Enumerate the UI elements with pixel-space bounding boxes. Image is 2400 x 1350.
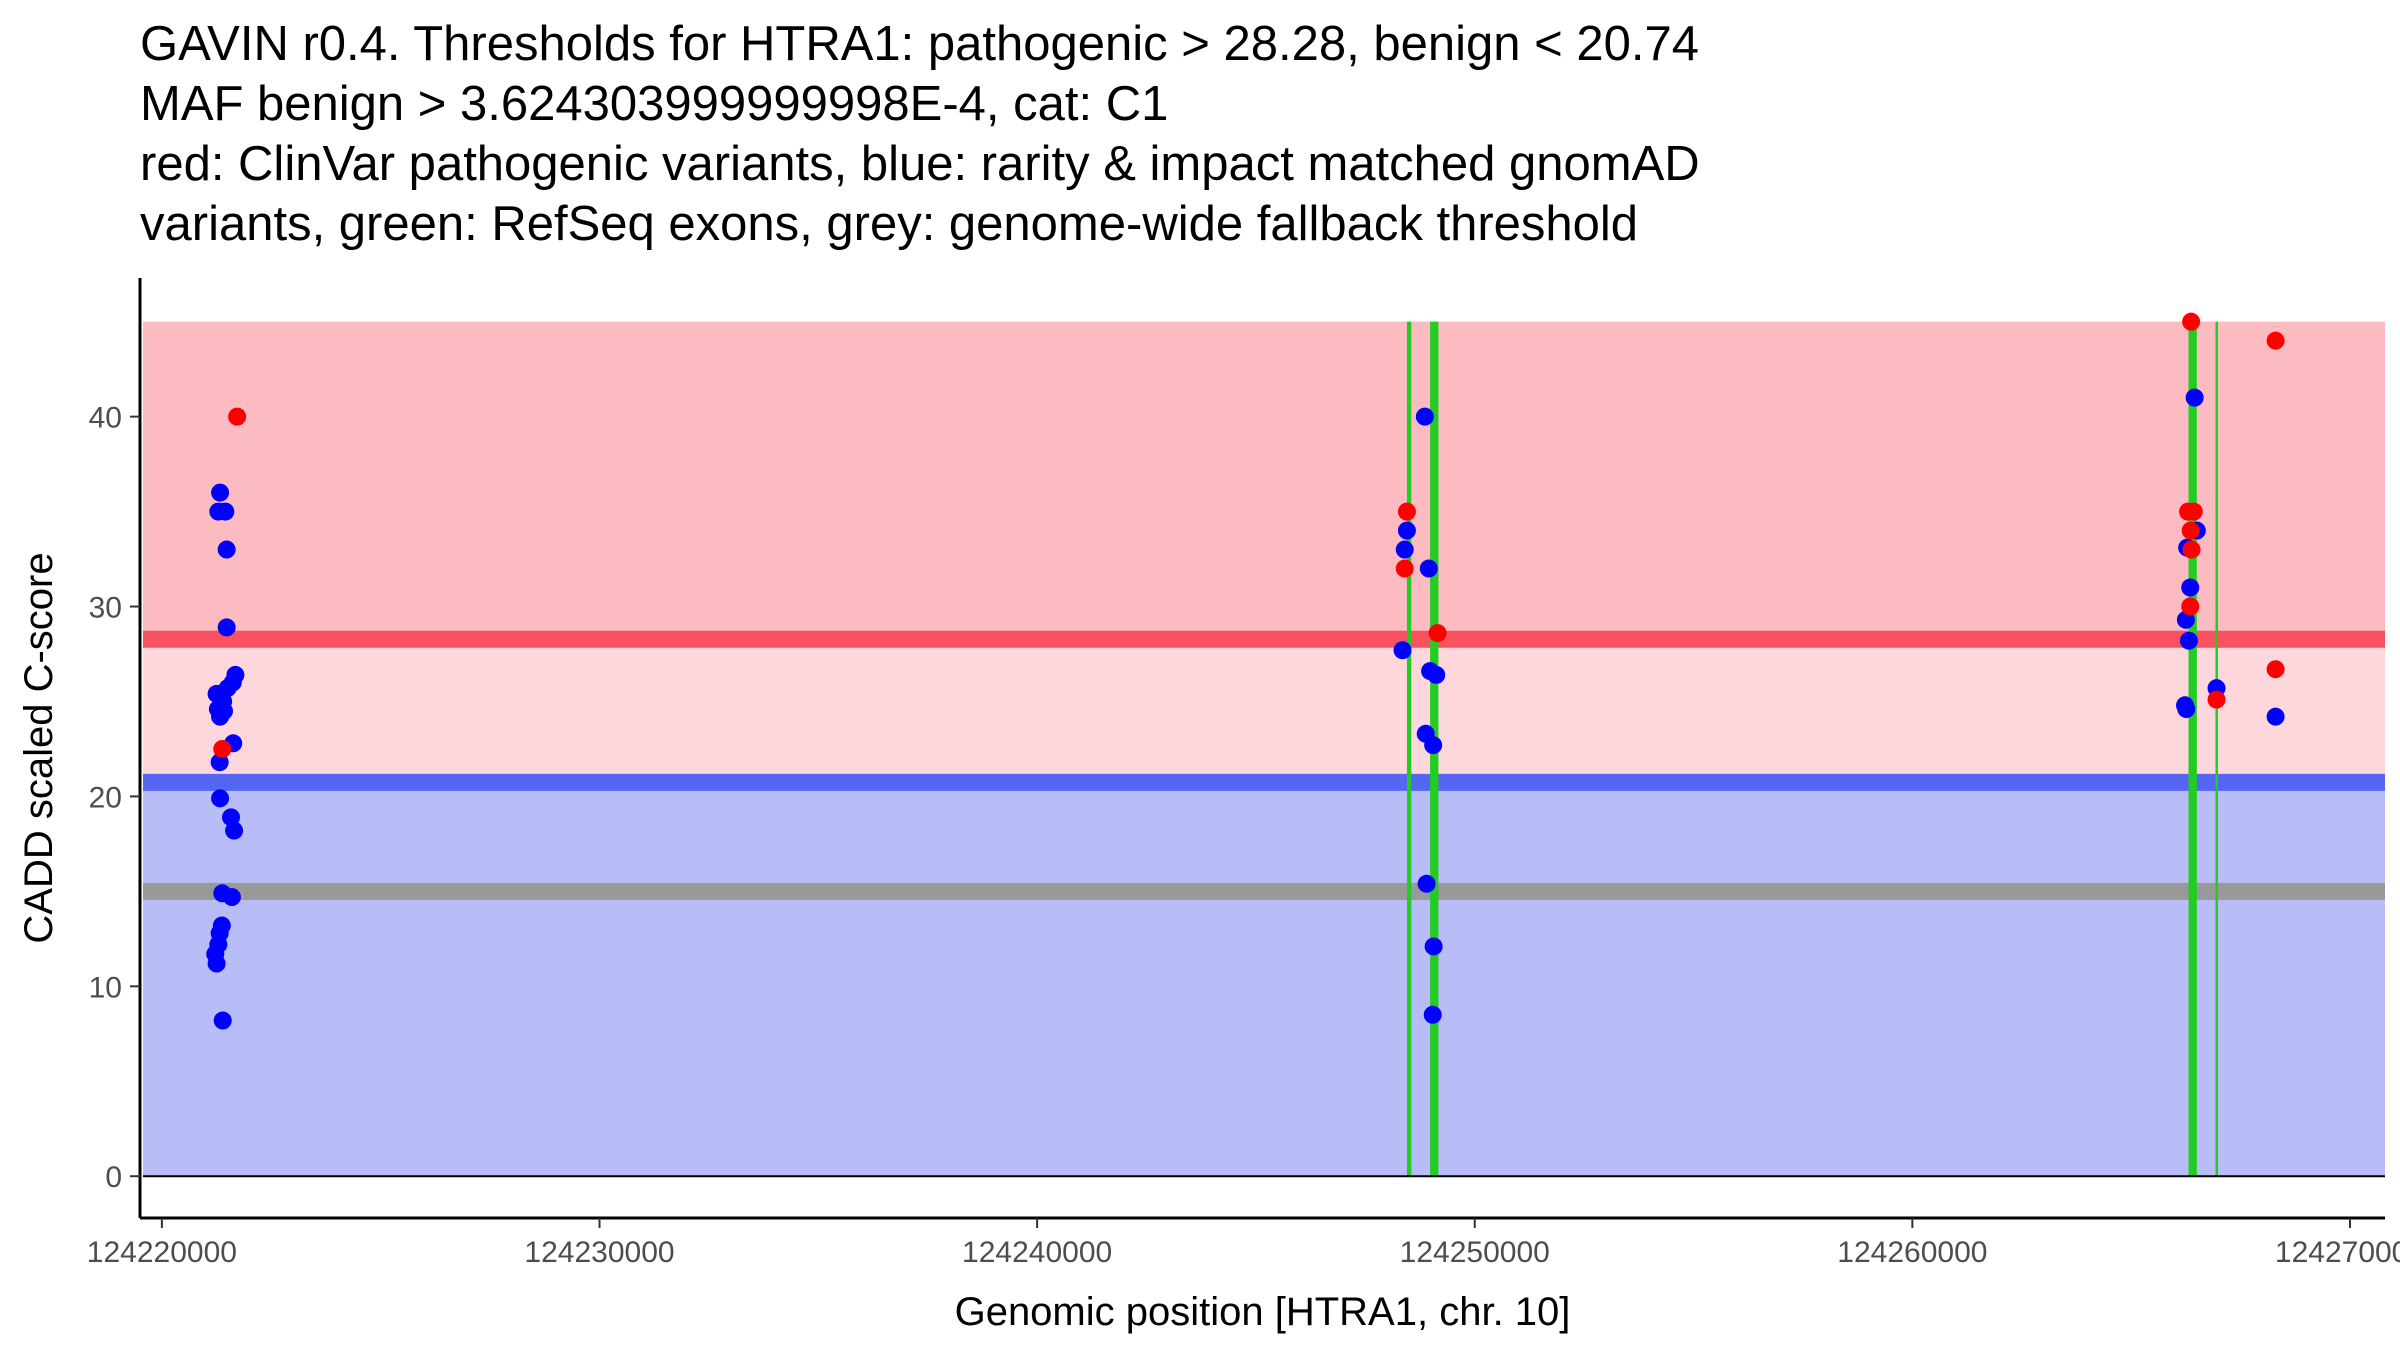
uncertain-region [143,639,2385,783]
y-tick-label: 10 [89,971,122,1004]
data-point [1395,559,1414,578]
data-point [2181,578,2200,597]
y-tick-label: 40 [89,402,122,435]
data-point [1395,540,1414,559]
series-clinvar-pathogenic-variants [213,312,2285,758]
data-point [2182,540,2201,559]
threshold-bands [143,321,2385,1177]
y-tick-label: 0 [105,1161,122,1194]
chart-title: GAVIN r0.4. Thresholds for HTRA1: pathog… [140,14,2380,254]
data-point [211,707,230,726]
exon-1 [1406,321,1412,1177]
data-point [2184,502,2203,521]
y-axis-ticks: 0 10 20 30 40 [89,402,140,1194]
pathogenic-region [143,321,2385,640]
data-point [1397,502,1416,521]
data-point [211,789,230,808]
data-point [1424,736,1443,755]
data-point [1415,407,1434,426]
data-point [1419,559,1438,578]
data-point [1417,874,1436,893]
x-axis-title: Genomic position [HTRA1, chr. 10] [955,1290,1571,1334]
title-line-1: GAVIN r0.4. Thresholds for HTRA1: pathog… [140,17,1699,71]
data-point [2266,660,2285,679]
threshold-lines [143,630,2385,900]
x-tick-label: 124240000 [962,1236,1112,1269]
x-tick-label: 124270000 [2275,1236,2400,1269]
x-tick-label: 124260000 [1837,1236,1987,1269]
data-point [217,618,236,637]
data-point [2207,690,2226,709]
data-point [1424,937,1443,956]
data-point [2266,331,2285,350]
data-point [207,954,226,973]
y-tick-label: 30 [89,592,122,625]
data-point [1397,521,1416,540]
x-tick-label: 124250000 [1400,1236,1550,1269]
data-point [1393,641,1412,660]
data-point [2182,312,2201,331]
y-tick-label: 20 [89,781,122,814]
data-point [213,739,232,758]
data-point [2181,521,2200,540]
data-point [1428,624,1447,643]
exon-3 [2188,321,2197,1177]
title-line-2: MAF benign > 3.624303999999998E-4, cat: … [140,77,1169,131]
data-point [1427,665,1446,684]
title-line-4: variants, green: RefSeq exons, grey: gen… [140,197,1639,251]
benign-region [143,782,2385,1177]
x-tick-label: 124220000 [87,1236,237,1269]
data-point [2181,597,2200,616]
data-point [2177,700,2196,719]
x-axis-ticks: 124220000 124230000 124240000 124250000 1242… [87,1218,2400,1269]
data-point [228,407,247,426]
data-point [2266,707,2285,726]
data-point [213,1011,232,1030]
data-point [2185,388,2204,407]
exon-4 [2215,321,2218,1177]
data-point [211,483,230,502]
data-point [217,540,236,559]
y-axis-title: CADD scaled C-score [17,552,61,943]
data-point [225,821,244,840]
data-point [1423,1005,1442,1024]
title-line-3: red: ClinVar pathogenic variants, blue: … [140,137,1700,191]
x-tick-label: 124230000 [524,1236,674,1269]
data-point [2179,631,2198,650]
variant-points [206,312,2285,1030]
data-point [222,888,241,907]
data-point [216,502,235,521]
